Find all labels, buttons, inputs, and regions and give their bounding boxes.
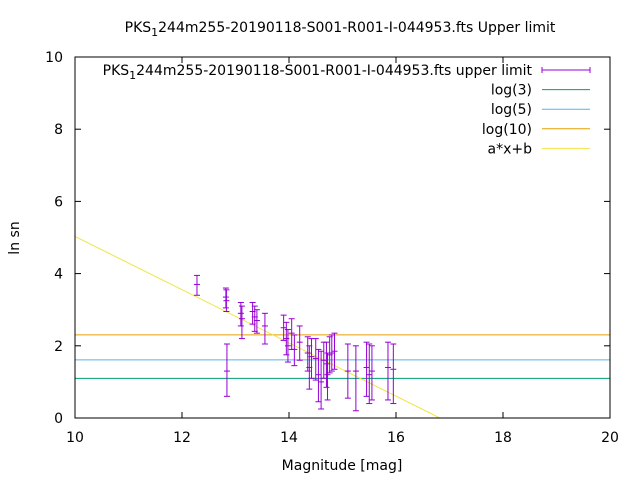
errorbar-point [320,341,327,379]
errorbar-point [318,350,325,410]
errorbar-point [315,348,322,403]
errorbar-point [344,343,351,399]
x-axis-label: Magnitude [mag] [282,458,403,474]
y-axis-ticks: 0 2 4 6 8 10 [45,50,610,427]
errorbar-point [363,341,370,397]
legend-entry: log(10) [482,122,590,138]
reference-lines [75,334,610,379]
errorbar-point [238,305,245,340]
legend-entry: log(3) [491,83,590,99]
errorbar-point [331,332,338,370]
errorbar-point [384,341,391,401]
x-tick-label: 10 [66,430,84,446]
plot-area-border [74,56,611,419]
legend-label: log(5) [491,102,532,118]
y-tick-label: 4 [54,267,63,283]
chart-title-rest: 244m255-20190118-S001-R001-I-044953.fts … [158,20,556,36]
legend: PKS1244m255-20190118-S001-R001-I-044953.… [103,63,591,157]
errorbar-point [261,312,268,345]
errorbar-point [296,325,303,361]
x-axis-ticks: 10 12 14 16 18 20 [66,57,619,446]
legend-label: PKS1244m255-20190118-S001-R001-I-044953.… [103,63,533,82]
chart-title-prefix: PKS [125,20,152,36]
legend-label: log(3) [491,83,532,99]
x-tick-label: 16 [387,430,405,446]
errorbar-point [368,345,375,401]
fit-line [75,235,441,418]
legend-entry: log(5) [491,102,590,118]
errorbar-point [284,329,291,363]
errorbar-point [390,343,397,405]
x-tick-label: 18 [494,430,512,446]
errorbar-point [222,287,229,309]
errorbar-point [291,334,298,367]
errorbar-point [280,314,287,341]
chart-title: PKS1244m255-20190118-S001-R001-I-044953.… [125,20,556,39]
y-axis-label: ln sn [7,221,23,254]
legend-entry: PKS1244m255-20190118-S001-R001-I-044953.… [103,63,591,82]
errorbar-points [193,274,397,412]
legend-label: log(10) [482,122,532,138]
errorbar-point [352,345,359,412]
y-tick-label: 2 [54,339,63,355]
errorbar-point [324,352,331,401]
y-tick-label: 8 [54,122,63,138]
errorbar-point [312,338,319,381]
errorbar-point [223,289,230,313]
errorbar-point [193,274,200,296]
errorbar-point [366,343,373,405]
errorbar-point [328,334,335,372]
errorbar-point [323,341,330,388]
y-tick-label: 6 [54,194,63,210]
x-tick-label: 20 [601,430,619,446]
chart-title-subscript: 1 [151,26,158,39]
y-tick-label: 10 [45,50,63,66]
errorbar-point [223,343,230,397]
y-tick-label: 0 [54,411,63,427]
errorbar-point [253,309,260,334]
legend-label: a*x+b [488,141,533,157]
x-tick-label: 14 [280,430,298,446]
legend-entry: a*x+b [488,141,590,157]
x-tick-label: 12 [173,430,191,446]
fit-line-layer [75,235,441,418]
